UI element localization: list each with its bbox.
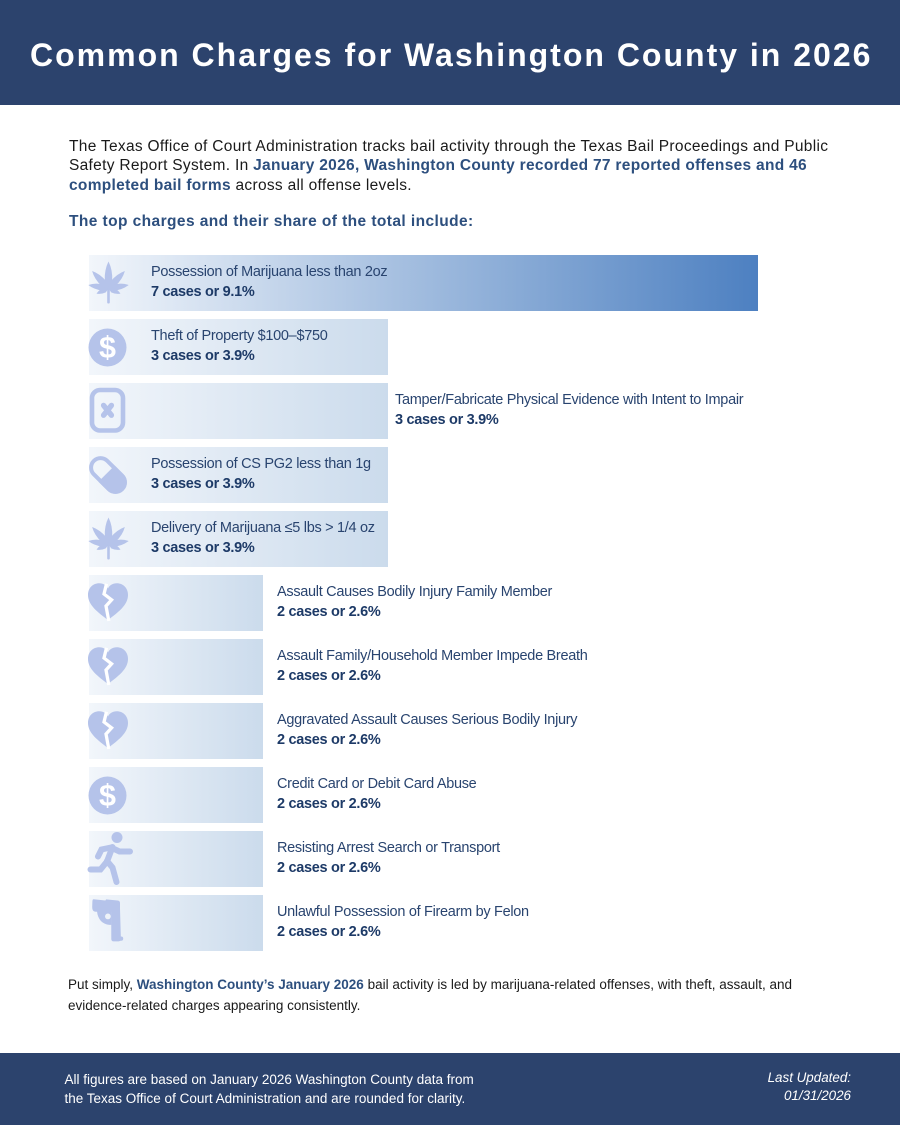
svg-text:$: $ [99,779,116,813]
svg-text:$: $ [99,331,116,365]
